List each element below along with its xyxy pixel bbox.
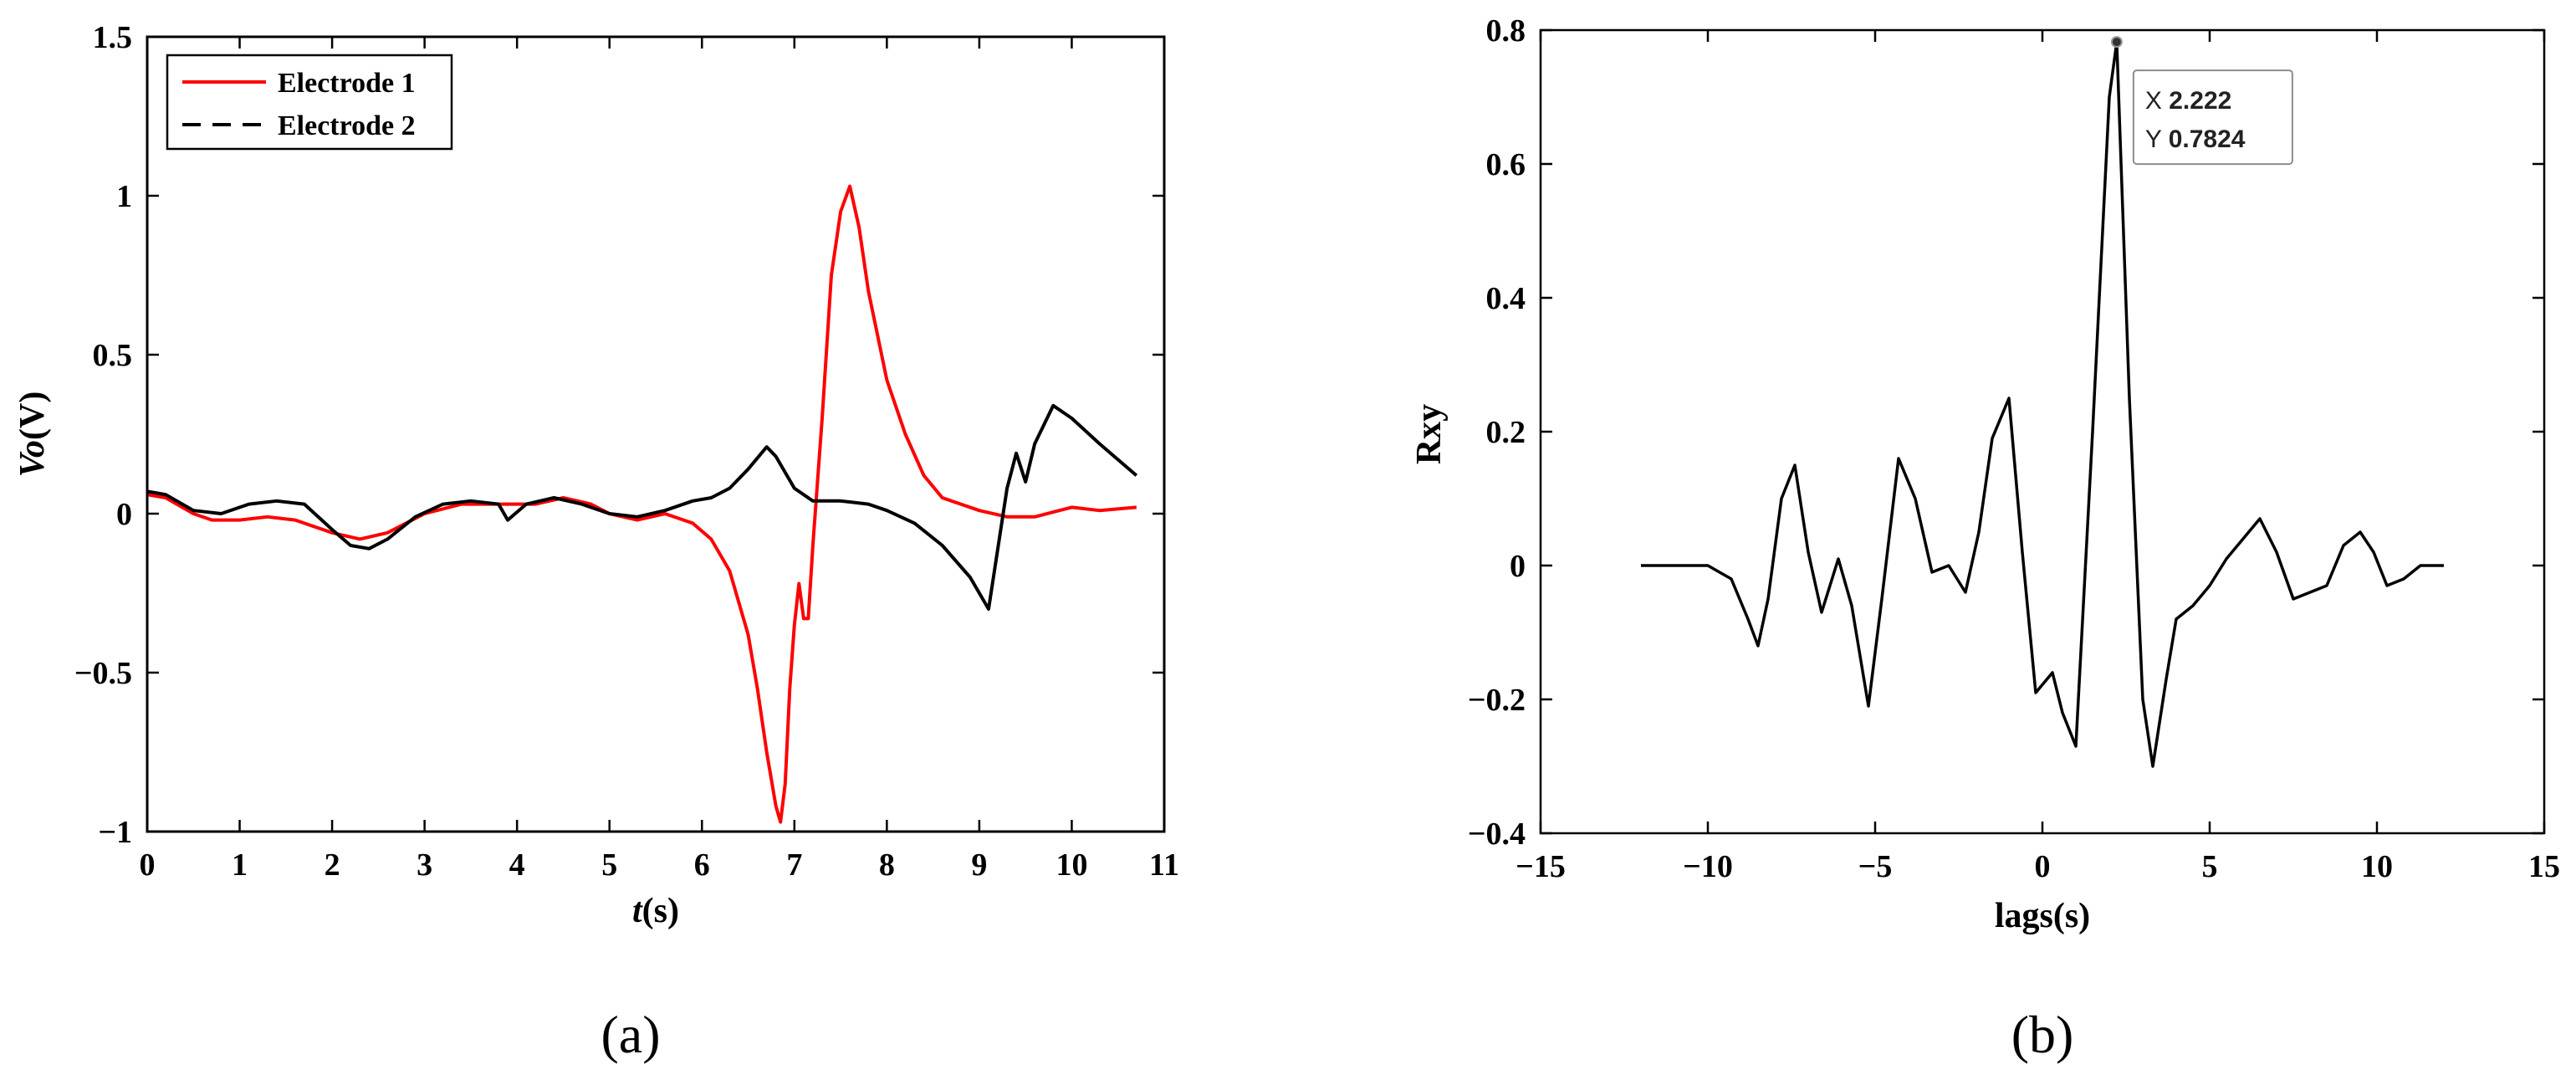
chart-a-x-tick-label: 1 [232, 847, 248, 883]
chart-panel-a: 0 1 2 3 4 5 6 7 8 9 10 11 −1 −0.5 0 0.5 1 1.5 t(s) Vo(V)… [13, 20, 1179, 930]
chart-a-x-axis-title: t(s) [632, 892, 679, 930]
chart-a-x-tick-label: 5 [601, 847, 617, 883]
chart-b-x-tick-label: 5 [2202, 849, 2218, 884]
chart-a-x-tick-label: 10 [1055, 847, 1087, 883]
chart-a-x-tick-label: 7 [786, 847, 802, 883]
chart-a-x-axis: 0 1 2 3 4 5 6 7 8 9 10 11 [140, 37, 1179, 883]
chart-a-x-tick-label: 0 [140, 847, 156, 883]
chart-b-y-axis: −0.4 −0.2 0 0.2 0.4 0.6 0.8 [1468, 13, 2544, 852]
datatip[interactable]: X 2.222 Y 0.7824 [2110, 36, 2293, 166]
chart-b-y-tick-label: −0.2 [1468, 683, 1526, 718]
chart-b-x-axis-title: lags(s) [1995, 897, 2090, 935]
chart-a-series-line-1 [146, 184, 1137, 824]
chart-a-x-tick-label: 8 [879, 847, 895, 883]
chart-a-y-tick-label: 1.5 [93, 20, 133, 55]
chart-a-y-tick-label: 0 [116, 497, 132, 532]
datatip-y-row: Y 0.7824 [2145, 125, 2246, 153]
chart-b-x-axis: −15 −10 −5 0 5 10 15 [1515, 30, 2560, 884]
panel-label-b: (b) [2011, 1005, 2074, 1064]
chart-b-x-tick-label: −15 [1515, 849, 1566, 884]
chart-a-x-tick-label: 6 [694, 847, 710, 883]
chart-b-y-tick-label: 0.6 [1486, 147, 1526, 182]
chart-b-y-tick-label: 0.4 [1486, 281, 1526, 316]
chart-a-series-line-2 [146, 403, 1138, 611]
chart-b-x-tick-label: 15 [2528, 849, 2560, 884]
chart-b-y-tick-label: 0.8 [1486, 13, 1526, 49]
chart-a-x-tick-label: 9 [971, 847, 987, 883]
chart-a-y-tick-label: 0.5 [93, 338, 133, 373]
chart-b-series-group [1641, 40, 2444, 768]
datatip-marker[interactable] [2110, 36, 2123, 49]
chart-b-y-axis-title: Rxy [1410, 404, 1449, 464]
chart-b-y-tick-label: 0 [1510, 549, 1526, 584]
chart-b-y-tick-label: −0.4 [1468, 817, 1526, 852]
chart-a-x-tick-label: 3 [417, 847, 432, 883]
chart-b-x-tick-label: 10 [2361, 849, 2393, 884]
chart-a-y-axis-title: Vo(V) [13, 392, 52, 478]
panel-label-a: (a) [601, 1005, 660, 1064]
chart-a-x-tick-label: 4 [509, 847, 525, 883]
chart-a-plot-frame [146, 35, 1166, 833]
chart-a-y-tick-label: 1 [116, 179, 132, 214]
chart-a-legend: Electrode 1 Electrode 2 [166, 54, 453, 151]
chart-a-y-axis: −1 −0.5 0 0.5 1 1.5 [74, 20, 1164, 850]
chart-b-x-tick-label: −5 [1858, 849, 1893, 884]
chart-a-y-tick-label: −0.5 [74, 656, 132, 691]
chart-b-series-line-1 [1641, 40, 2444, 768]
chart-a-legend-box [166, 54, 453, 151]
legend-label-electrode-2: Electrode 2 [278, 110, 416, 141]
chart-b-x-tick-label: −10 [1683, 849, 1733, 884]
datatip-box [2132, 69, 2293, 166]
chart-a-x-tick-label: 2 [325, 847, 340, 883]
datatip-x-row: X 2.222 [2145, 87, 2231, 115]
chart-panel-b: −15 −10 −5 0 5 10 15 −0.4 −0.2 0 0.2 0.4 0.6 0.8 lag… [1410, 13, 2560, 935]
chart-b-x-tick-label: 0 [2035, 849, 2051, 884]
chart-a-series-group [146, 184, 1138, 824]
chart-b-y-tick-label: 0.2 [1486, 415, 1526, 450]
legend-label-electrode-1: Electrode 1 [278, 68, 416, 99]
chart-a-y-tick-label: −1 [98, 815, 132, 850]
chart-a-x-tick-label: 11 [1149, 847, 1179, 883]
